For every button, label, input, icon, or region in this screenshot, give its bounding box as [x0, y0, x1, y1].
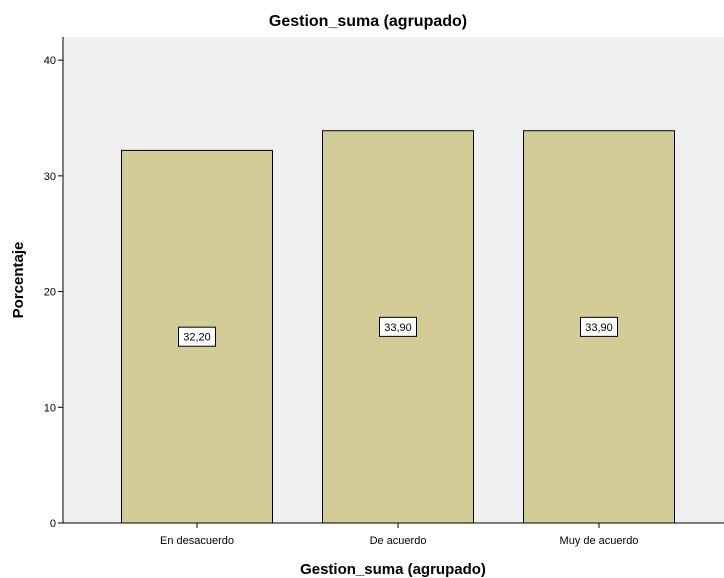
data-label-box-3	[580, 316, 618, 337]
y-tick-label-5: 40	[44, 55, 56, 67]
chart-title: Gestion_suma (agrupado)	[269, 13, 467, 30]
data-label-1: 32,20	[183, 332, 211, 344]
y-axis-ticks: 0 10 20 30 40	[44, 55, 63, 530]
y-tick-label-2: 10	[44, 402, 56, 414]
x-tick-label-3: Muy de acuerdo	[560, 535, 639, 547]
y-tick-label-1: 0	[50, 518, 56, 530]
y-tick-label-4: 30	[44, 171, 56, 183]
data-label-box-2	[379, 316, 417, 337]
x-tick-label-1: En desacuerdo	[160, 535, 234, 547]
data-label-2: 33,90	[384, 322, 412, 334]
data-label-box-1	[178, 326, 216, 347]
x-tick-label-2: De acuerdo	[370, 535, 427, 547]
data-label-3: 33,90	[585, 322, 613, 334]
x-axis-ticks: En desacuerdo De acuerdo Muy de acuerdo	[160, 523, 638, 547]
y-tick-label-3: 20	[44, 287, 56, 299]
data-labels-group: 32,20 33,90 33,90	[178, 316, 618, 347]
y-axis-title: Porcentaje	[10, 242, 27, 319]
x-axis-title: Gestion_suma (agrupado)	[300, 561, 486, 578]
